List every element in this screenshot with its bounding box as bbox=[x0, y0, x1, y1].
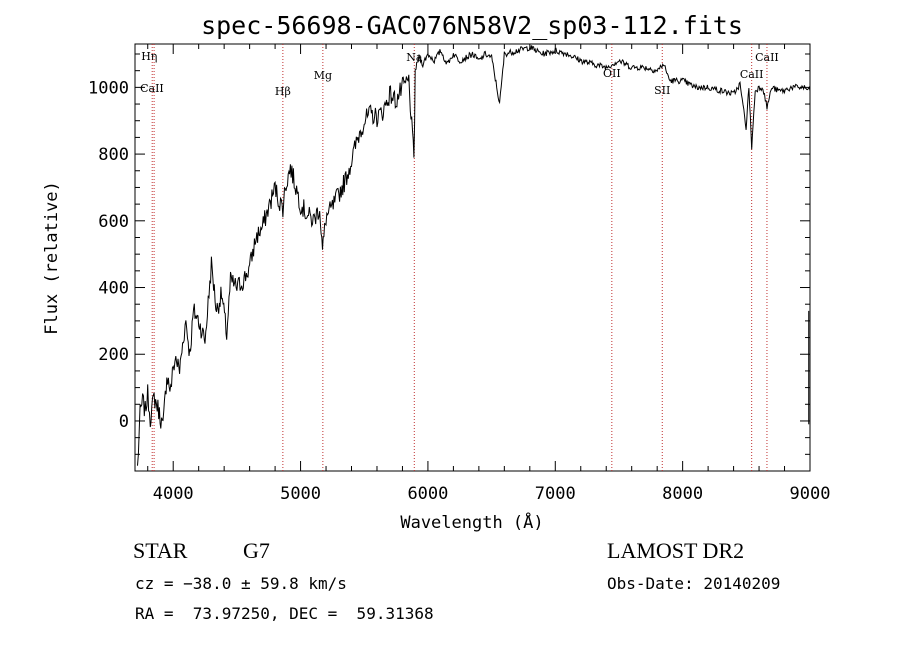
y-tick-label: 800 bbox=[98, 145, 129, 165]
coordinates: RA = 73.97250, DEC = 59.31368 bbox=[135, 604, 434, 623]
y-tick-label: 200 bbox=[98, 345, 129, 365]
axis-ticks: 4000 5000 6000 7000 8000 9000 0 200 400 600 800 100… bbox=[88, 44, 830, 504]
survey-name: LAMOST DR2 bbox=[607, 538, 745, 563]
y-tick-label: 0 bbox=[119, 412, 129, 432]
x-tick-label: 4000 bbox=[153, 484, 194, 504]
x-axis-label: Wavelength (Å) bbox=[400, 511, 543, 533]
flux-line bbox=[137, 45, 811, 466]
spectral-line-label: SII bbox=[654, 84, 670, 97]
x-tick-label: 7000 bbox=[535, 484, 576, 504]
spectral-subclass: G7 bbox=[243, 538, 270, 563]
chart-title: spec-56698-GAC076N58V2_sp03-112.fits bbox=[201, 11, 743, 40]
spectral-line-label: CaII bbox=[755, 51, 779, 64]
x-tick-label: 8000 bbox=[662, 484, 703, 504]
spectral-line-label: CaII bbox=[740, 68, 764, 81]
spectral-line-label: Mg bbox=[314, 69, 332, 82]
x-tick-label: 5000 bbox=[280, 484, 321, 504]
object-type: STAR bbox=[133, 538, 188, 563]
flux-series bbox=[137, 45, 811, 466]
spectral-line-label: Hβ bbox=[275, 85, 291, 98]
observation-date: Obs-Date: 20140209 bbox=[607, 574, 781, 593]
spectral-line-label: Hη bbox=[141, 50, 157, 63]
spectral-line-label: CaII bbox=[140, 82, 164, 95]
plot-area bbox=[134, 43, 811, 472]
y-axis-label: Flux (relative) bbox=[42, 181, 62, 335]
y-tick-label: 600 bbox=[98, 212, 129, 232]
redshift-velocity: cz = −38.0 ± 59.8 km/s bbox=[135, 574, 347, 593]
y-tick-label: 1000 bbox=[88, 78, 129, 98]
spectral-line-label: OII bbox=[603, 67, 621, 80]
y-tick-label: 400 bbox=[98, 279, 129, 299]
x-tick-label: 9000 bbox=[790, 484, 831, 504]
x-tick-label: 6000 bbox=[407, 484, 448, 504]
